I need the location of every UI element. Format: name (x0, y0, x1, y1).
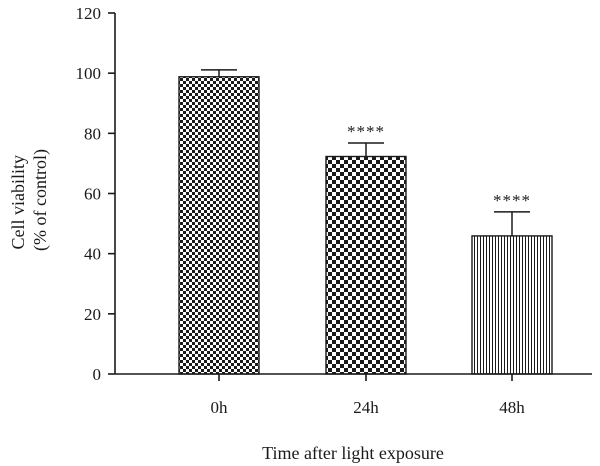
x-tick-label: 24h (353, 398, 379, 417)
x-tick-label: 0h (211, 398, 229, 417)
y-tick-label: 80 (84, 124, 101, 143)
y-axis-title: Cell viability (% of control) (8, 149, 51, 251)
y-axis-title-line-1: Cell viability (8, 155, 28, 250)
y-tick-label: 20 (84, 305, 101, 324)
bar-0h (178, 76, 260, 375)
y-tick-label: 120 (76, 4, 102, 23)
y-tick-label: 60 (84, 185, 101, 204)
significance-label-24h: **** (347, 122, 385, 141)
significance-label-48h: **** (493, 191, 531, 210)
x-axis-title: Time after light exposure (262, 443, 444, 463)
bar-24h (325, 155, 407, 375)
x-axis-ticks: 0h 24h 48h (211, 374, 525, 417)
bar-48h (471, 235, 553, 375)
y-axis-ticks: 0 20 40 60 80 100 120 (76, 4, 115, 384)
error-bars-group: **** **** (201, 69, 531, 236)
x-tick-label: 48h (499, 398, 525, 417)
y-axis-title-line-2: (% of control) (30, 149, 51, 251)
y-tick-label: 40 (84, 245, 101, 264)
y-tick-label: 0 (93, 365, 102, 384)
y-tick-label: 100 (76, 64, 102, 83)
